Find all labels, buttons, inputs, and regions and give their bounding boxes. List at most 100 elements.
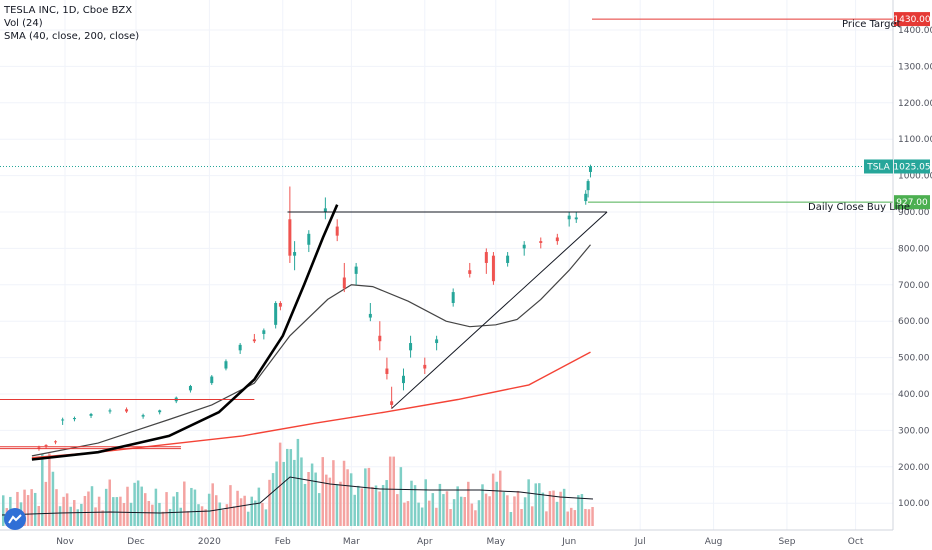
candle-body [274,303,278,325]
grid [0,0,893,530]
volume-bar [97,496,101,526]
x-tick-label: Dec [127,537,144,547]
candle-body [401,375,405,384]
volume-bar [44,481,48,526]
volume-bar [126,486,129,526]
candle-body [72,418,76,420]
volume-bar [243,495,246,526]
volume-bar [385,480,388,526]
volume-bar [172,496,175,526]
volume-bar [534,483,537,526]
volume-bar [161,511,165,526]
volume-legend[interactable]: Vol (24) [4,18,43,29]
candle-body [238,344,242,351]
volume-bar [236,490,239,526]
chart-legend: TESLA INC, 1D, Cboe BZX Vol (24) SMA (40… [4,4,139,43]
volume-bar [51,471,55,526]
volume-bar [186,511,190,526]
x-tick-label: Nov [56,537,74,547]
volume-bar [374,485,378,526]
volume-bar [101,510,104,526]
candle-body [252,339,256,342]
volume-bar [207,493,211,526]
volume-bar [158,502,161,526]
volume-bar [26,495,30,526]
volume-bar [317,493,321,526]
candle-body [342,277,346,289]
volume-bar [456,486,459,526]
volume-bar [491,473,495,526]
volume-bar [165,492,168,526]
volume-bar [218,502,222,526]
candle-body [210,376,214,384]
volume-bar [502,492,506,526]
tradingview-logo[interactable] [4,508,26,530]
ticker-label: TSLA [866,162,890,172]
volume-bar [80,503,83,526]
volume-bar [257,487,261,526]
ticker-tag [864,159,893,174]
volume-bar [548,491,552,526]
volume-bar [477,500,481,526]
volume-bar [495,481,498,526]
volume-bar [239,498,243,526]
candle-body [224,361,228,369]
last-price-value: 1025.05 [893,162,930,172]
volume-bar [183,481,186,526]
candle-body [409,343,413,351]
candle-body [522,244,526,249]
symbol-legend[interactable]: TESLA INC, 1D, Cboe BZX [4,5,133,16]
y-tick-label: 1200.00 [898,99,932,109]
sma-legend[interactable]: SMA (40, close, 200, close) [4,31,140,42]
candle-body [586,181,590,191]
volume-bar [506,495,509,526]
candle-body [89,414,93,416]
volume-bar [175,492,179,526]
volume-bar [87,491,90,526]
volume-bar [552,490,555,526]
volume-bar [509,511,513,526]
price-target-badge [894,12,930,27]
candle-body [423,364,427,369]
x-tick-label: Jul [634,537,646,547]
candle-body [141,415,145,417]
volume-bar [346,469,349,526]
x-tick-label: Jun [561,537,576,547]
volume-bar [467,481,470,526]
volume-bar [179,507,182,526]
candle-body [451,292,455,303]
candles [37,164,592,451]
volume-bar [65,493,69,526]
y-tick-label: 900.00 [898,208,930,218]
y-tick-label: 1400.00 [898,26,932,36]
volume-bar [211,483,214,526]
ascending-trendline [391,211,608,409]
volume-bar [541,492,545,526]
candle-body [61,419,65,421]
volume-bar [371,486,374,526]
volume-bar [190,487,193,526]
volume-bar [435,507,438,526]
volume-bar [555,501,559,526]
volume-bar [23,489,26,526]
y-tick-label: 600.00 [898,317,930,327]
volume-bar [62,496,65,526]
volume-bar [147,500,151,526]
volume-bar [349,473,353,526]
volume-bar [459,496,463,526]
y-tick-label: 1300.00 [898,62,932,72]
x-tick-label: Sep [778,537,795,547]
candle-body [54,441,58,443]
candle-body [539,241,543,243]
volume-bar [76,509,80,526]
volume-bar [566,511,569,526]
volume-bar [442,494,445,526]
volume-bar [353,494,356,526]
volume-bar [2,495,5,526]
volume-bar [200,506,204,526]
volume-bar [229,485,232,526]
candle-body [506,255,510,263]
volume-bar [520,508,523,526]
candle-body [390,401,394,405]
